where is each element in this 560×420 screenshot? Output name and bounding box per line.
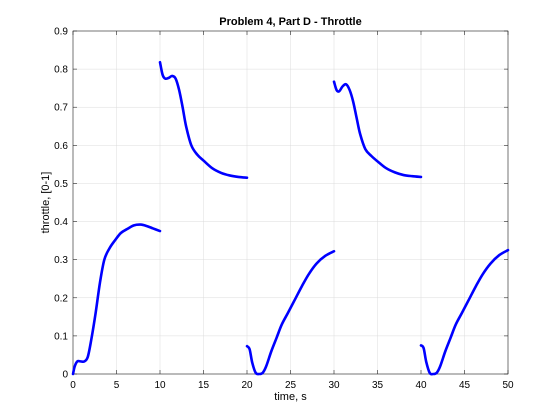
x-tick-label: 40: [415, 380, 427, 391]
y-tick-label: 0: [62, 370, 68, 381]
y-tick-label: 0.3: [54, 255, 68, 266]
x-tick-label: 50: [502, 380, 514, 391]
y-tick-label: 0.6: [54, 141, 68, 152]
y-tick-label: 0.2: [54, 293, 68, 304]
y-axis-label: throttle, [0-1]: [40, 172, 52, 234]
y-tick-label: 0.8: [54, 65, 68, 76]
chart-title: Problem 4, Part D - Throttle: [219, 16, 361, 28]
y-tick-label: 0.5: [54, 179, 68, 190]
x-tick-label: 25: [285, 380, 297, 391]
axis-ticks: 0 5 10 15 20 25 30 35 40 45 50 0 0.1 0.2 0.3 0.4 0.5 0.6 0…: [54, 27, 514, 392]
throttle-segment-5: [419, 248, 510, 376]
x-axis-label: time, s: [274, 391, 307, 403]
x-tick-label: 5: [114, 380, 120, 391]
y-tick-label: 0.7: [54, 103, 68, 114]
y-tick-label: 0.1: [54, 331, 68, 342]
x-tick-label: 45: [459, 380, 471, 391]
y-tick-label: 0.4: [54, 217, 68, 228]
throttle-segment-1: [71, 223, 162, 376]
x-tick-label: 10: [154, 380, 166, 391]
throttle-segment-3: [245, 249, 336, 376]
x-tick-label: 35: [372, 380, 384, 391]
throttle-segment-2: [158, 60, 249, 180]
x-tick-label: 0: [70, 380, 76, 391]
x-tick-label: 30: [328, 380, 340, 391]
y-tick-label: 0.9: [54, 27, 68, 38]
x-tick-label: 20: [241, 380, 253, 391]
throttle-segment-4: [332, 80, 423, 179]
x-tick-label: 15: [198, 380, 210, 391]
grid-lines: [72, 30, 509, 375]
series-layer: [71, 60, 510, 376]
